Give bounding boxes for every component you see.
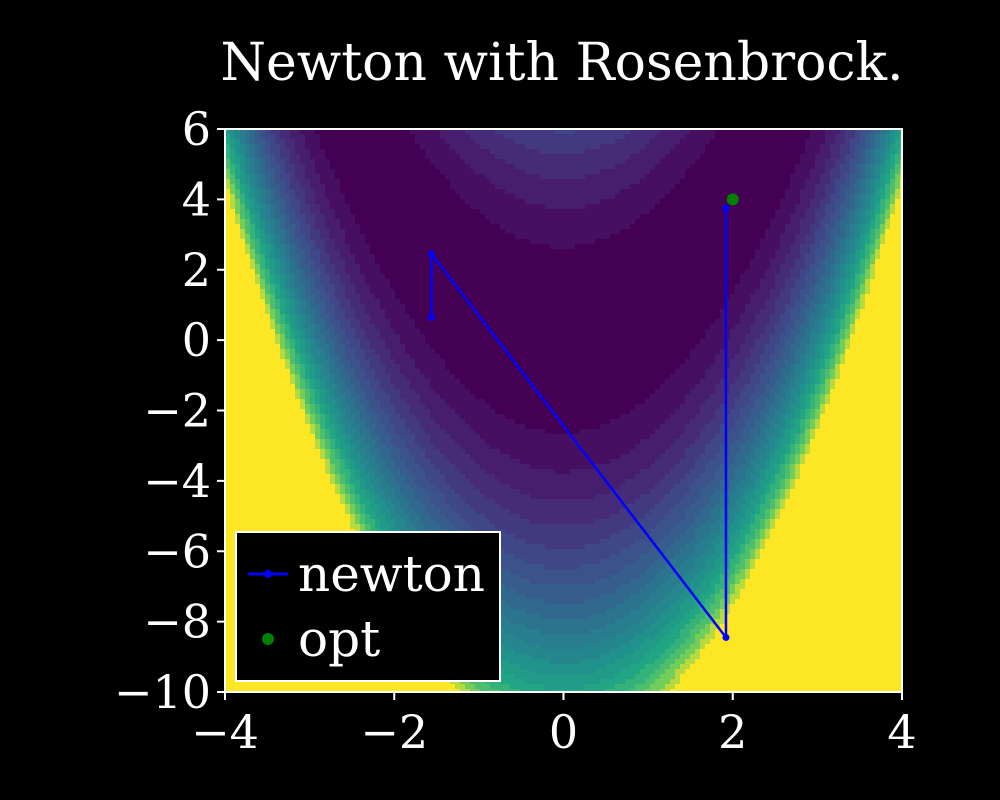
- x-axis: −4 −2 0 2 4: [191, 692, 917, 759]
- newton-point-2: [722, 633, 730, 641]
- legend: newton opt: [235, 531, 501, 682]
- newton-path-line: [430, 208, 728, 642]
- newton-point-3: [722, 204, 730, 212]
- y-tick-label-5: 0: [182, 313, 211, 367]
- opt-point-0: [726, 193, 739, 206]
- legend-opt-label: opt: [298, 610, 380, 668]
- y-tick-label-8: 6: [182, 102, 211, 156]
- y-tick-label-2: −6: [143, 524, 211, 578]
- legend-newton-label: newton: [298, 545, 485, 603]
- x-tick-label-3: 2: [718, 705, 747, 759]
- newton-point-1: [427, 250, 435, 258]
- x-tick-label-4: 4: [887, 705, 916, 759]
- x-tick-label-1: −2: [360, 705, 428, 759]
- y-tick-label-7: 4: [182, 172, 211, 226]
- x-tick-label-2: 0: [549, 705, 578, 759]
- series-layer: [427, 193, 739, 642]
- y-tick-label-6: 2: [182, 243, 211, 297]
- chart-title: Newton with Rosenbrock.: [220, 33, 903, 93]
- contour-fill: [225, 129, 902, 692]
- y-tick-label-4: −2: [143, 384, 211, 438]
- legend-opt-marker: [262, 633, 274, 645]
- y-tick-label-1: −8: [143, 595, 211, 649]
- legend-box: [235, 531, 501, 682]
- legend-newton-marker: [264, 570, 272, 578]
- y-tick-label-0: −10: [114, 665, 211, 719]
- y-tick-label-3: −4: [143, 454, 211, 508]
- y-axis: −10 −8 −6 −4 −2 0 2 4 6: [114, 102, 225, 719]
- newton-point-0: [427, 313, 435, 321]
- x-tick-label-0: −4: [191, 705, 259, 759]
